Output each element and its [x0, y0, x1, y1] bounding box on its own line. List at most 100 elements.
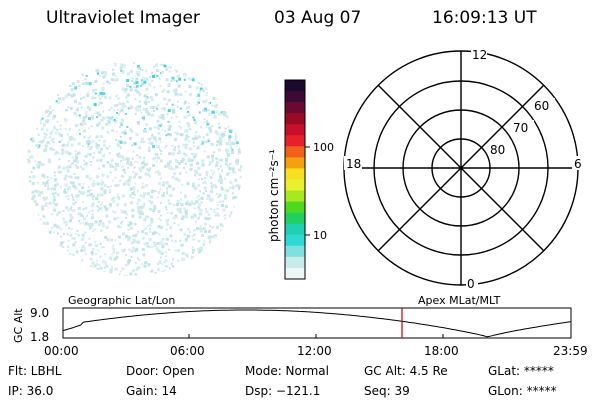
image-pixel [190, 200, 193, 203]
image-pixel [183, 207, 186, 210]
image-pixel [176, 105, 179, 108]
image-pixel [106, 238, 110, 242]
image-pixel [68, 137, 72, 141]
image-pixel [59, 134, 63, 138]
colorbar-segment [285, 234, 305, 247]
image-pixel [78, 132, 81, 135]
image-pixel [81, 186, 85, 190]
image-pixel [190, 159, 194, 162]
image-pixel [73, 173, 76, 176]
image-pixel [103, 95, 107, 99]
image-pixel [100, 182, 104, 186]
image-pixel [127, 166, 129, 169]
image-pixel [227, 138, 231, 142]
image-pixel [114, 167, 118, 171]
image-pixel [158, 148, 161, 151]
image-pixel [54, 203, 58, 207]
image-pixel [62, 217, 65, 220]
image-pixel [92, 156, 95, 159]
image-pixel [143, 218, 147, 222]
image-pixel [177, 162, 181, 165]
image-pixel [141, 115, 144, 118]
image-pixel [30, 171, 33, 174]
image-pixel [165, 237, 169, 241]
image-pixel [123, 203, 127, 207]
status-filter: Flt: LBHL [8, 364, 62, 378]
image-pixel [185, 162, 187, 165]
image-pixel [66, 233, 69, 236]
image-pixel [232, 171, 235, 174]
image-pixel [154, 171, 157, 174]
image-pixel [151, 106, 155, 109]
image-pixel [205, 99, 208, 102]
image-pixel [219, 173, 222, 176]
image-pixel [199, 87, 202, 90]
image-pixel [135, 77, 139, 81]
image-pixel [144, 264, 147, 267]
image-pixel [136, 72, 140, 76]
image-pixel [206, 120, 209, 123]
image-pixel [126, 213, 129, 216]
image-pixel [231, 150, 235, 154]
image-pixel [72, 138, 76, 141]
image-pixel [45, 110, 49, 114]
image-pixel [193, 121, 197, 125]
image-pixel [45, 120, 49, 124]
image-pixel [52, 198, 56, 202]
status-mode: Mode: Normal [245, 364, 329, 378]
image-pixel [198, 173, 202, 177]
image-pixel [89, 257, 93, 261]
image-pixel [213, 170, 216, 173]
image-pixel [92, 89, 96, 93]
image-pixel [50, 213, 53, 216]
image-pixel [121, 174, 125, 178]
image-pixel [194, 215, 197, 218]
image-pixel [164, 129, 167, 132]
image-pixel [103, 192, 106, 195]
image-pixel [166, 187, 169, 190]
image-pixel [66, 151, 70, 155]
mlt-label-12: 12 [472, 48, 487, 62]
image-pixel [161, 245, 165, 249]
image-pixel [98, 223, 101, 226]
image-pixel [87, 143, 90, 146]
image-pixel [100, 207, 103, 210]
image-pixel [153, 137, 157, 141]
image-pixel [135, 267, 139, 271]
image-pixel [162, 181, 166, 185]
image-pixel [90, 222, 94, 226]
image-pixel [177, 224, 180, 227]
image-pixel [85, 74, 88, 77]
image-pixel [224, 127, 227, 130]
image-pixel [71, 237, 74, 240]
image-pixel [141, 248, 145, 251]
image-pixel [96, 69, 100, 73]
image-pixel [68, 165, 72, 169]
image-pixel [42, 123, 46, 127]
image-pixel [157, 182, 161, 186]
image-pixel [53, 207, 56, 210]
image-pixel [104, 207, 108, 211]
image-pixel [134, 113, 137, 116]
image-pixel [57, 211, 61, 215]
image-pixel [170, 239, 173, 242]
image-pixel [160, 177, 162, 180]
image-pixel [79, 213, 83, 217]
image-pixel [203, 181, 207, 185]
image-pixel [148, 142, 151, 144]
timeline-axis-title: GC Alt [12, 308, 25, 343]
image-pixel [132, 269, 135, 273]
image-pixel [148, 76, 151, 78]
image-pixel [147, 112, 151, 116]
image-pixel [172, 89, 176, 93]
image-pixel [132, 185, 136, 189]
image-pixel [187, 113, 191, 117]
image-pixel [100, 193, 104, 197]
image-pixel [238, 150, 241, 153]
image-pixel [112, 68, 115, 71]
image-pixel [54, 224, 58, 228]
image-pixel [34, 144, 37, 147]
image-pixel [172, 258, 174, 261]
image-pixel [217, 196, 220, 199]
image-pixel [58, 226, 61, 229]
